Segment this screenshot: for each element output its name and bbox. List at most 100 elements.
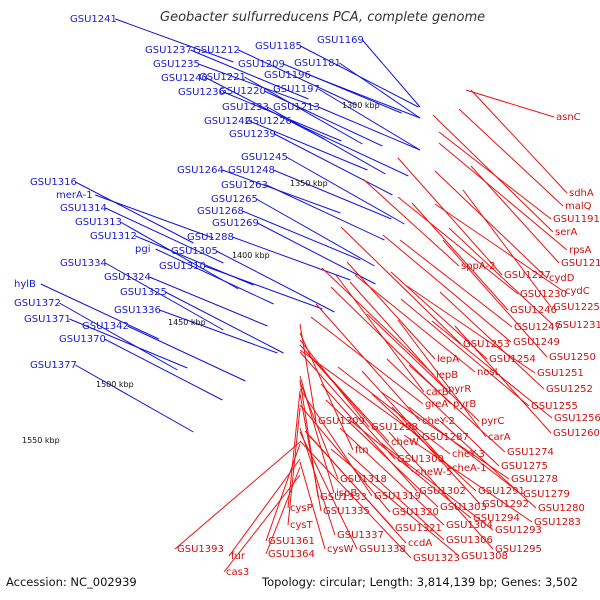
leader-line [286,156,405,225]
leader-line [283,63,402,114]
gene-label: GSU1255 [531,401,578,412]
gene-label: cheY-3 [452,449,485,460]
leader-line [149,276,268,327]
gene-label: GSU1361 [268,536,315,547]
leader-line [442,239,548,358]
leader-line [432,114,554,233]
gene-label: GSU1181 [294,58,341,69]
leader-line [335,274,425,393]
gene-label: GSU1314 [60,203,107,214]
gene-label: cysT [290,520,314,531]
leader-line [155,248,274,305]
leader-line [337,366,451,455]
title-backdrop [150,6,480,26]
gene-label: cydD [549,273,575,284]
gene-label: rpsA [569,245,592,256]
leader-line [406,285,536,374]
gene-label: GSU1274 [507,447,554,458]
gene-label: GSU1239 [229,129,276,140]
gene-label: GSU1279 [523,489,570,500]
leader-line [127,325,246,382]
leader-line [120,221,239,290]
gene-label: GSU1342 [82,321,129,332]
gene-label: GSU1377 [30,360,77,371]
leader-line [361,370,451,469]
gene-label: GSU1308 [461,551,508,562]
gene-label: GSU1214 [561,258,600,269]
gene-label: GSU1371 [24,314,71,325]
accession-text: Accession: NC_002939 [6,575,137,589]
gene-label: GSU1250 [549,352,596,363]
gene-label: GSU1263 [221,180,268,191]
gene-label: GSU1313 [75,217,122,228]
leader-line [349,281,447,390]
leader-line [346,261,436,360]
leader-line [339,62,421,119]
gene-label: GSU1252 [546,384,593,395]
leader-line [448,227,554,326]
leader-line [244,76,363,145]
leader-line [315,303,421,422]
gene-label: GSU1251 [537,368,584,379]
gene-label: GSU1226 [245,116,292,127]
gene-label: asnC [556,112,581,123]
gene-label: GSU1220 [219,86,266,97]
leader-line [321,267,435,376]
leader-line [299,427,336,536]
leader-line [228,458,301,557]
gene-label: lepB [436,370,458,381]
gene-label: merA-1 [56,190,93,201]
gene-label: GSU1227 [504,270,551,281]
leader-line [434,170,548,279]
gene-label: GSU1291 [478,486,525,497]
leader-line [290,120,409,177]
leader-line [462,189,552,308]
gene-label: GSU1324 [104,272,151,283]
leader-line [299,332,354,451]
gene-label: GSU1292 [482,499,529,510]
leader-line [438,142,568,251]
gene-label: GSU1364 [268,549,315,560]
gene-label: GSU1334 [60,258,107,269]
gene-label: GSU1221 [199,72,246,83]
gene-label: GSU1231 [555,320,600,331]
leader-line [454,325,552,434]
gene-label: GSU1197 [273,84,320,95]
gene-label: GSU1321 [395,523,442,534]
leader-line [397,196,519,295]
leader-line [431,320,553,419]
gene-label: GSU1316 [30,177,77,188]
gene-label: GSU1269 [212,218,259,229]
gene-label: GSU1225 [553,302,600,313]
gene-label: GSU1237 [145,45,192,56]
gene-label: GSU1304 [446,520,493,531]
gene-label: sppA-2 [461,261,496,272]
gene-label: GSU1245 [241,152,288,163]
leader-line [115,18,234,63]
leader-line [408,364,506,453]
leader-line [75,364,194,433]
gene-label: GSU1191 [553,214,600,225]
leader-line [434,203,564,292]
scale-ticks: 1300 kbp 1350 kbp 1400 kbp 1450 kbp 1500 kbp… [22,101,380,445]
leader-line [95,194,214,239]
leader-line [318,106,421,151]
gene-label: GSU1325 [120,287,167,298]
gene-label: GSU1213 [273,102,320,113]
leader-line [223,474,301,573]
gene-label: GSU1288 [187,232,234,243]
gene-label: GSU1236 [178,87,225,98]
gene-label: greA [425,399,448,410]
leader-line [391,406,481,505]
gene-label: GSU1185 [255,41,302,52]
gene-label: GSU1240 [161,73,208,84]
gene-label: GSU1247 [514,322,561,333]
leader-line [299,388,373,497]
gene-label: cheA-1 [452,463,487,474]
gene-label: GSU1293 [495,525,542,536]
leader-line [238,49,357,106]
leader-line [105,207,224,264]
leader-line [399,239,513,328]
gene-label: GSU1295 [495,544,542,555]
gene-label: malQ [565,201,592,212]
